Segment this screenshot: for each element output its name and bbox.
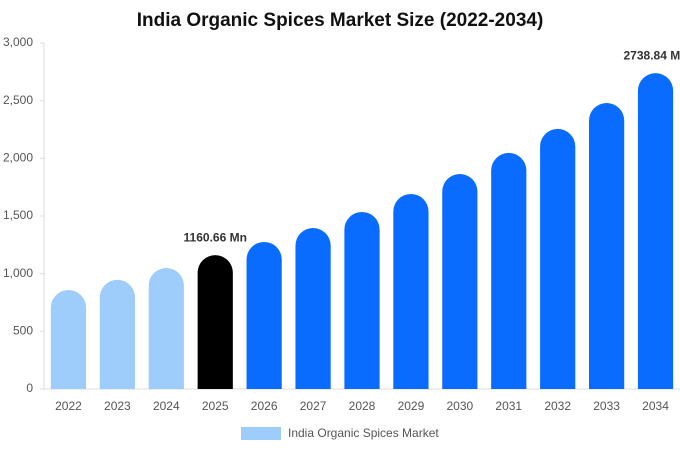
bar bbox=[344, 211, 380, 389]
x-tick-label: 2023 bbox=[104, 399, 131, 413]
x-tick-label: 2029 bbox=[398, 399, 425, 413]
bar bbox=[589, 102, 625, 390]
y-tick-label: 500 bbox=[13, 324, 33, 338]
x-tick-label: 2033 bbox=[593, 399, 620, 413]
bar bbox=[393, 193, 429, 389]
y-tick-label: 2,000 bbox=[3, 151, 33, 165]
legend-swatch bbox=[241, 427, 281, 440]
bar bbox=[99, 279, 135, 389]
bar bbox=[197, 255, 233, 389]
bar bbox=[491, 152, 527, 389]
bar bbox=[246, 241, 282, 389]
x-tick-label: 2031 bbox=[495, 399, 522, 413]
legend-label: India Organic Spices Market bbox=[288, 426, 439, 440]
x-tick-label: 2026 bbox=[251, 399, 278, 413]
bar bbox=[637, 73, 674, 389]
x-tick-label: 2025 bbox=[202, 399, 229, 413]
x-tick-label: 2022 bbox=[55, 399, 82, 413]
data-label: 1160.66 Mn bbox=[184, 230, 247, 244]
bar bbox=[148, 268, 184, 389]
chart-title: India Organic Spices Market Size (2022-2… bbox=[137, 10, 544, 31]
x-tick-label: 2030 bbox=[446, 399, 473, 413]
x-tick-label: 2028 bbox=[349, 399, 376, 413]
y-tick-label: 2,500 bbox=[3, 93, 33, 107]
data-label: 2738.84 Mn bbox=[624, 48, 680, 62]
x-tick-label: 2034 bbox=[642, 399, 669, 413]
bar bbox=[295, 227, 331, 389]
bar bbox=[50, 290, 87, 389]
bar bbox=[540, 128, 576, 389]
bar bbox=[442, 174, 478, 389]
y-tick-label: 0 bbox=[26, 381, 33, 395]
x-tick-label: 2024 bbox=[153, 399, 180, 413]
y-tick-label: 1,000 bbox=[3, 266, 33, 280]
y-tick-label: 1,500 bbox=[3, 208, 33, 222]
x-tick-label: 2032 bbox=[544, 399, 571, 413]
x-tick-label: 2027 bbox=[300, 399, 327, 413]
y-tick-label: 3,000 bbox=[3, 35, 33, 49]
